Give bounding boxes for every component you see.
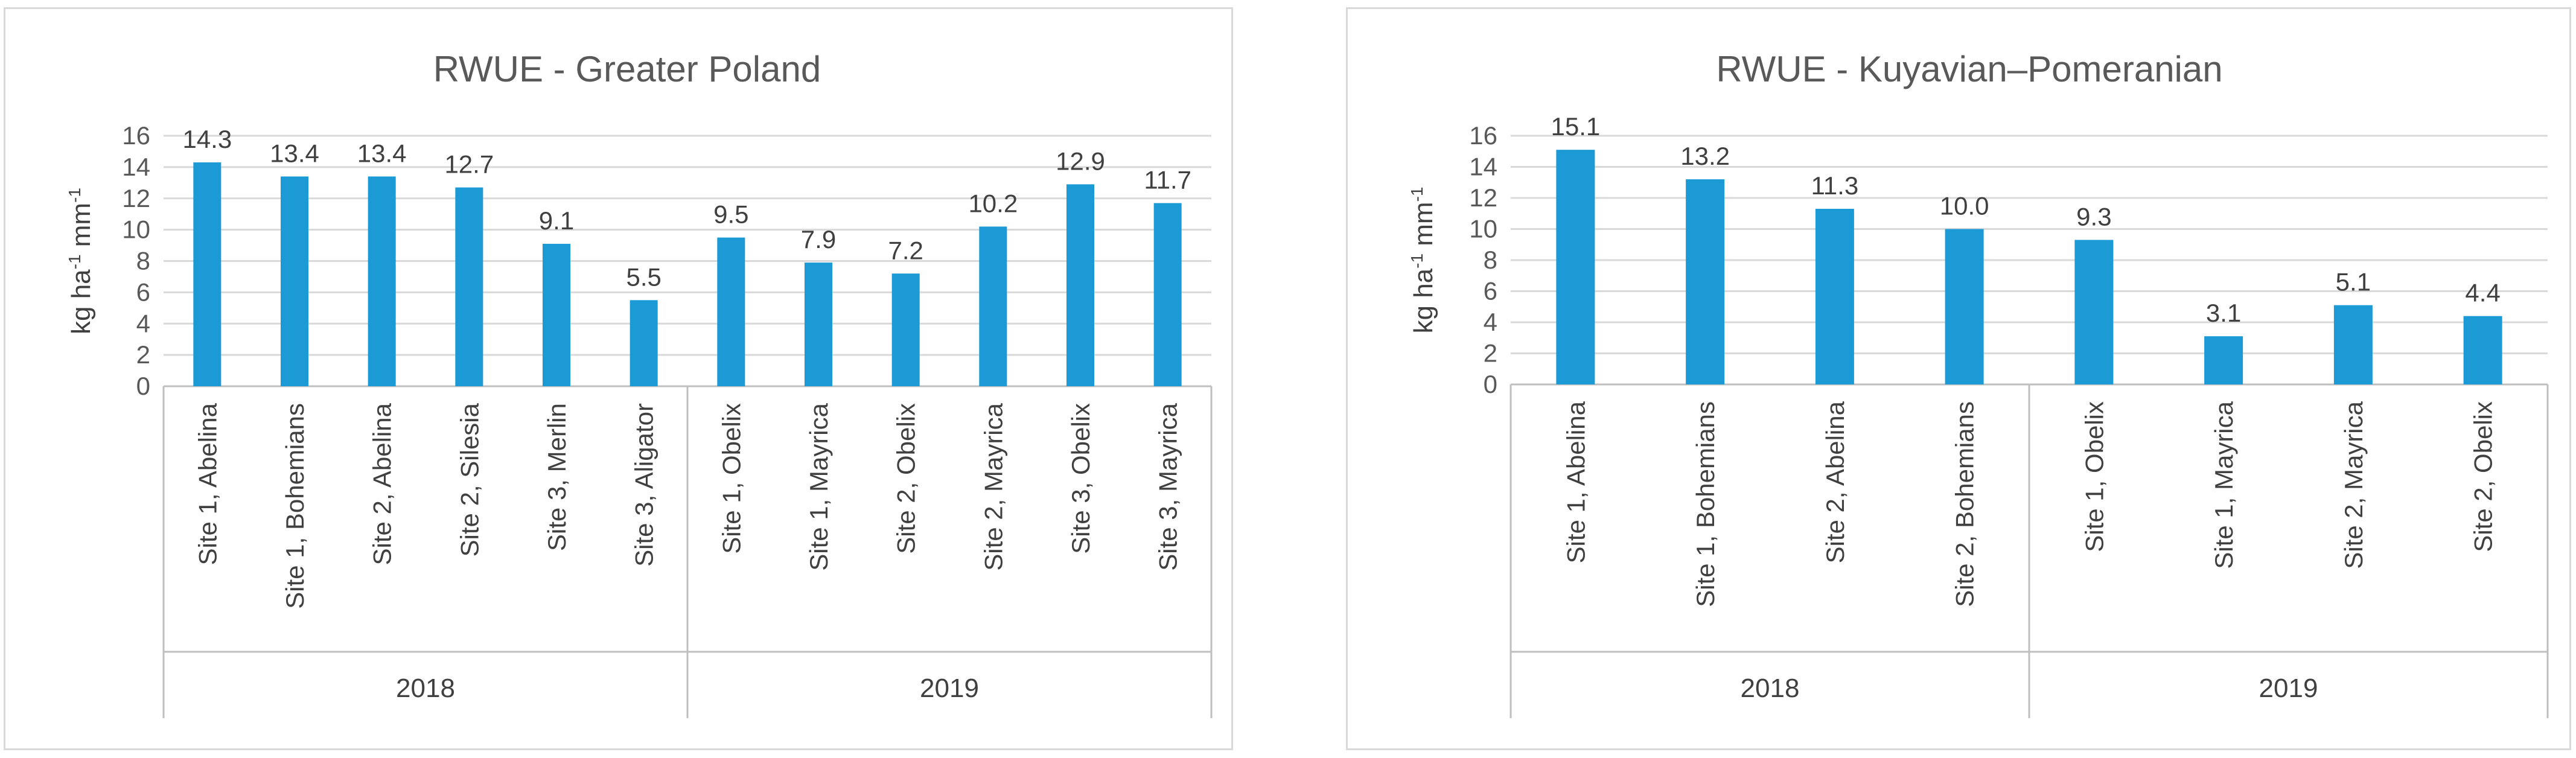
y-tick-label: 4: [1484, 308, 1497, 336]
y-tick-label: 14: [122, 153, 150, 181]
x-tick-label: Site 3, Merlin: [543, 403, 571, 551]
group-label: 2018: [1741, 674, 1800, 703]
y-tick-label: 6: [136, 278, 150, 306]
y-tick-label: 16: [122, 121, 150, 150]
bar: [281, 176, 308, 386]
x-tick-label: Site 2, Abelina: [368, 403, 397, 565]
data-label: 13.4: [357, 139, 407, 167]
x-tick-label: Site 1, Abelina: [1561, 401, 1590, 563]
bar: [630, 300, 658, 386]
y-tick-label: 4: [136, 309, 150, 337]
bar: [193, 162, 222, 386]
x-tick-label: Site 2, Mayrica: [979, 403, 1007, 570]
bar: [1945, 229, 1984, 384]
y-tick-label: 16: [1469, 121, 1497, 150]
x-tick-label: Site 1, Bohemians: [281, 403, 309, 609]
y-tick-label: 2: [1484, 339, 1497, 368]
x-tick-label: Site 2, Obelix: [892, 403, 920, 554]
x-tick-label: Site 1, Obelix: [2080, 401, 2108, 552]
x-tick-label: Site 2, Bohemians: [1951, 401, 1979, 607]
bar: [979, 226, 1007, 386]
y-tick-label: 14: [1469, 153, 1497, 181]
data-label: 12.9: [1056, 147, 1105, 175]
chart-panel-kuyavian-pomeranian: RWUE - Kuyavian–Pomeranian 0 2 4 6 8 10 12 14 16 k…: [1346, 7, 2571, 750]
x-tick-label: Site 1, Mayrica: [2210, 401, 2238, 568]
group-label: 2019: [2259, 674, 2318, 703]
data-label: 9.5: [713, 200, 748, 229]
x-tick-label: Site 2, Abelina: [1821, 401, 1849, 563]
bar: [2074, 240, 2114, 384]
x-tick-label: Site 1, Bohemians: [1691, 401, 1720, 607]
data-label: 9.1: [539, 206, 574, 235]
data-label: 15.1: [1551, 112, 1601, 141]
group-label: 2019: [920, 674, 979, 703]
y-tick-label: 10: [1469, 215, 1497, 243]
y-tick-label: 10: [122, 215, 150, 244]
data-label: 5.1: [2336, 268, 2371, 296]
x-tick-label: Site 1, Obelix: [717, 403, 745, 554]
chart-title: RWUE - Greater Poland: [433, 49, 821, 89]
chart-title: RWUE - Kuyavian–Pomeranian: [1716, 49, 2222, 89]
bar: [891, 273, 920, 386]
bar: [543, 243, 570, 386]
data-label: 3.1: [2206, 299, 2241, 327]
x-tick-label: Site 2, Silesia: [455, 403, 483, 556]
x-tick-label: Site 1, Abelina: [193, 403, 222, 565]
x-tick-label: Site 1, Mayrica: [805, 403, 833, 570]
chart-greater-poland: RWUE - Greater Poland 0 2 4 6 8 10 12 14 16 kg ha-…: [65, 49, 1213, 718]
y-tick-label: 8: [136, 247, 150, 275]
y-tick-label: 12: [122, 184, 150, 212]
data-label: 10.2: [968, 189, 1018, 217]
y-tick-label: 0: [1484, 370, 1497, 398]
y-tick-label: 0: [136, 372, 150, 400]
y-tick-label: 8: [1484, 246, 1497, 274]
data-label: 5.5: [626, 263, 661, 291]
y-tick-label: 2: [136, 340, 150, 369]
bar: [455, 187, 483, 386]
bar: [2463, 316, 2502, 384]
data-label: 7.2: [888, 236, 923, 264]
bar: [1066, 184, 1094, 386]
data-label: 7.9: [801, 225, 836, 253]
x-tick-label: Site 3, Obelix: [1066, 403, 1095, 554]
y-tick-label: 6: [1484, 277, 1497, 305]
bar: [368, 176, 396, 386]
data-label: 4.4: [2465, 279, 2500, 307]
data-label: 10.0: [1940, 192, 1989, 220]
bar: [717, 237, 745, 386]
data-label: 11.3: [1811, 171, 1859, 200]
group-label: 2018: [396, 674, 455, 703]
data-label: 9.3: [2076, 203, 2111, 231]
bar: [2333, 305, 2373, 384]
x-tick-label: Site 3, Aligator: [630, 403, 658, 567]
y-axis-label: kg ha-1 mm-1: [65, 188, 96, 334]
data-label: 12.7: [444, 150, 494, 179]
data-label: 11.7: [1144, 166, 1191, 194]
bar: [805, 263, 832, 386]
data-label: 13.2: [1680, 142, 1730, 170]
y-axis-label: kg ha-1 mm-1: [1408, 187, 1438, 334]
x-tick-label: Site 2, Mayrica: [2339, 401, 2368, 568]
x-tick-label: Site 3, Mayrica: [1154, 403, 1182, 570]
chart-panel-greater-poland: RWUE - Greater Poland 0 2 4 6 8 10 12 14 16 kg ha-…: [4, 7, 1233, 750]
bar: [1153, 203, 1182, 386]
bar: [1815, 209, 1854, 384]
bar: [1686, 179, 1725, 384]
data-label: 13.4: [270, 139, 319, 167]
x-tick-label: Site 2, Obelix: [2469, 401, 2498, 552]
data-label: 14.3: [182, 125, 232, 153]
bar: [2204, 336, 2243, 384]
y-tick-label: 12: [1469, 183, 1497, 212]
bar: [1556, 150, 1595, 385]
